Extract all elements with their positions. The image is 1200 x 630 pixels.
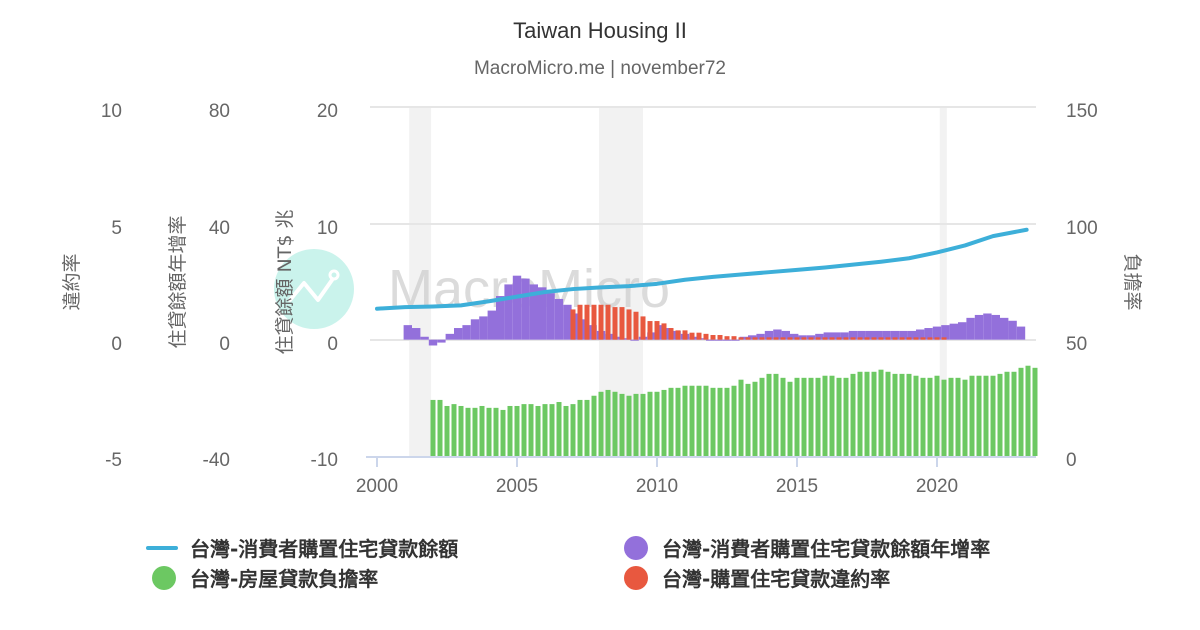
svg-text:150: 150 <box>1066 101 1098 122</box>
svg-text:5: 5 <box>111 218 122 239</box>
svg-text:40: 40 <box>209 218 230 239</box>
dot-symbol-icon <box>152 565 176 590</box>
x-axis: 2000 2005 2010 2015 2020 <box>356 456 1036 497</box>
svg-text:0: 0 <box>327 334 338 355</box>
svg-text:10: 10 <box>101 101 122 122</box>
svg-text:違約率: 違約率 <box>61 253 83 310</box>
burden-bars <box>430 365 1038 456</box>
legend-item-growth[interactable]: 台灣-消費者購置住宅貸款餘額年增率 <box>618 533 990 562</box>
dot-symbol-icon <box>624 535 648 560</box>
y-axis-growth: 80 40 0 -40 住貸餘額年增率 <box>167 101 230 471</box>
watermark: MacroMicro <box>274 249 670 329</box>
gridlines <box>370 106 1036 341</box>
x-tick-label: 2015 <box>776 476 818 497</box>
chart-subtitle: MacroMicro.me | november72 <box>473 58 727 79</box>
x-tick-label: 2020 <box>916 476 958 497</box>
y-axis-burden: 150 100 50 0 負擔率 <box>1066 101 1143 471</box>
svg-text:-10: -10 <box>311 450 338 471</box>
svg-text:0: 0 <box>111 334 122 355</box>
svg-text:80: 80 <box>209 101 230 122</box>
x-tick-label: 2000 <box>356 476 398 497</box>
x-tick-label: 2010 <box>636 476 678 497</box>
svg-text:住貸餘額 NT$ 兆: 住貸餘額 NT$ 兆 <box>274 210 296 355</box>
legend-label: 台灣-購置住宅貸款違約率 <box>662 567 891 591</box>
svg-text:負擔率: 負擔率 <box>1121 253 1143 310</box>
x-tick-label: 2005 <box>496 476 538 497</box>
chart-title: Taiwan Housing II <box>513 18 687 43</box>
legend-item-balance[interactable]: 台灣-消費者購置住宅貸款餘額 <box>146 533 458 562</box>
legend-label: 台灣-消費者購置住宅貸款餘額 <box>190 537 459 561</box>
svg-text:20: 20 <box>317 101 338 122</box>
y-axis-default-rate: 10 5 0 -5 違約率 <box>61 101 122 471</box>
svg-text:0: 0 <box>219 334 230 355</box>
svg-text:-5: -5 <box>105 450 122 471</box>
recession-band <box>939 107 947 456</box>
dot-symbol-icon <box>624 565 648 590</box>
legend-item-burden[interactable]: 台灣-房屋貸款負擔率 <box>146 563 378 592</box>
legend-item-default-rate[interactable]: 台灣-購置住宅貸款違約率 <box>618 563 890 592</box>
balance-line <box>375 227 1029 311</box>
svg-text:10: 10 <box>317 218 338 239</box>
legend-label: 台灣-房屋貸款負擔率 <box>190 567 379 591</box>
macromicro-logo-icon <box>274 249 354 329</box>
y-axis-balance: 20 10 0 -10 住貸餘額 NT$ 兆 <box>274 101 338 471</box>
svg-text:0: 0 <box>1066 450 1077 471</box>
default-rate-bars <box>570 304 947 340</box>
line-symbol-icon <box>146 545 178 550</box>
svg-text:-40: -40 <box>203 450 230 471</box>
svg-text:100: 100 <box>1066 218 1098 239</box>
svg-text:50: 50 <box>1066 334 1087 355</box>
legend-label: 台灣-消費者購置住宅貸款餘額年增率 <box>662 537 991 561</box>
svg-text:住貸餘額年增率: 住貸餘額年增率 <box>167 215 189 348</box>
recession-band <box>409 107 432 456</box>
